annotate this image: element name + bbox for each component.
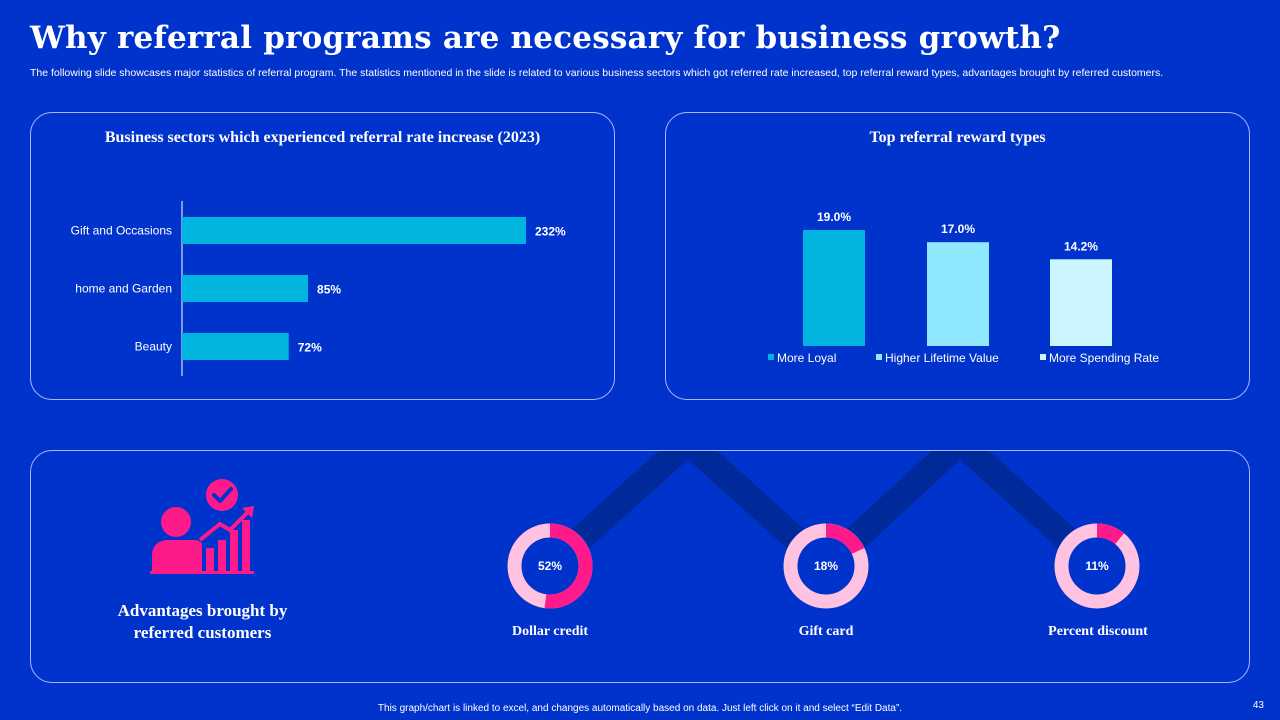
donut-label-percent-discount: Percent discount — [1048, 624, 1148, 639]
sector-chart-title: Business sectors which experienced refer… — [104, 129, 541, 146]
person-growth-chart-check-icon — [150, 479, 254, 574]
legend-label-higher-lifetime-value: Higher Lifetime Value — [885, 351, 999, 365]
sector-tick-label: Gift and Occasions — [71, 224, 172, 238]
reward-value-label: 19.0% — [817, 210, 851, 224]
sector-value-label: 232% — [535, 225, 566, 239]
sector-bar-chart[interactable]: Gift and Occasions 232% home and Garden 85%… — [31, 113, 616, 401]
sector-tick-label: Beauty — [135, 340, 172, 354]
reward-chart-panel: Top referral reward types 19.0% 17.0% 14.2… — [665, 112, 1250, 400]
sector-bar-gift-and-occasions — [182, 217, 526, 244]
sector-tick-label: home and Garden — [75, 282, 172, 296]
legend-swatch-more-loyal — [768, 354, 774, 360]
donut-label-gift-card: Gift card — [798, 624, 854, 639]
page-number: 43 — [1252, 700, 1264, 711]
sector-chart-panel: Business sectors which experienced refer… — [30, 112, 615, 400]
reward-value-label: 14.2% — [1064, 239, 1098, 253]
reward-chart-title: Top referral reward types — [869, 129, 1046, 146]
page-title: Why referral programs are necessary for … — [30, 20, 1061, 56]
page-subtitle: The following slide showcases major stat… — [30, 67, 1164, 79]
legend-swatch-more-spending-rate — [1040, 354, 1046, 360]
reward-value-label: 17.0% — [941, 222, 975, 236]
reward-bar-more-spending-rate — [1050, 259, 1112, 346]
advantages-panel — [30, 450, 1250, 683]
sector-value-label: 85% — [317, 283, 341, 297]
sector-bar-beauty — [182, 333, 289, 360]
reward-bar-more-loyal — [803, 230, 865, 346]
advantages-label: Advantages brought by referred customers — [117, 601, 288, 642]
reward-bar-higher-lifetime-value — [927, 242, 989, 346]
donut-label-dollar-credit: Dollar credit — [511, 624, 589, 639]
legend-label-more-loyal: More Loyal — [777, 351, 836, 365]
sector-bar-home-and-garden — [182, 275, 309, 302]
legend-swatch-higher-lifetime-value — [876, 354, 882, 360]
footer-note: This graph/chart is linked to excel, and… — [377, 703, 903, 714]
connector-mask — [0, 400, 1280, 451]
legend-label-more-spending-rate: More Spending Rate — [1049, 351, 1159, 365]
sector-value-label: 72% — [298, 341, 322, 355]
reward-bar-chart[interactable]: 19.0% 17.0% 14.2% More Loyal Higher Lifetime… — [666, 113, 1251, 401]
